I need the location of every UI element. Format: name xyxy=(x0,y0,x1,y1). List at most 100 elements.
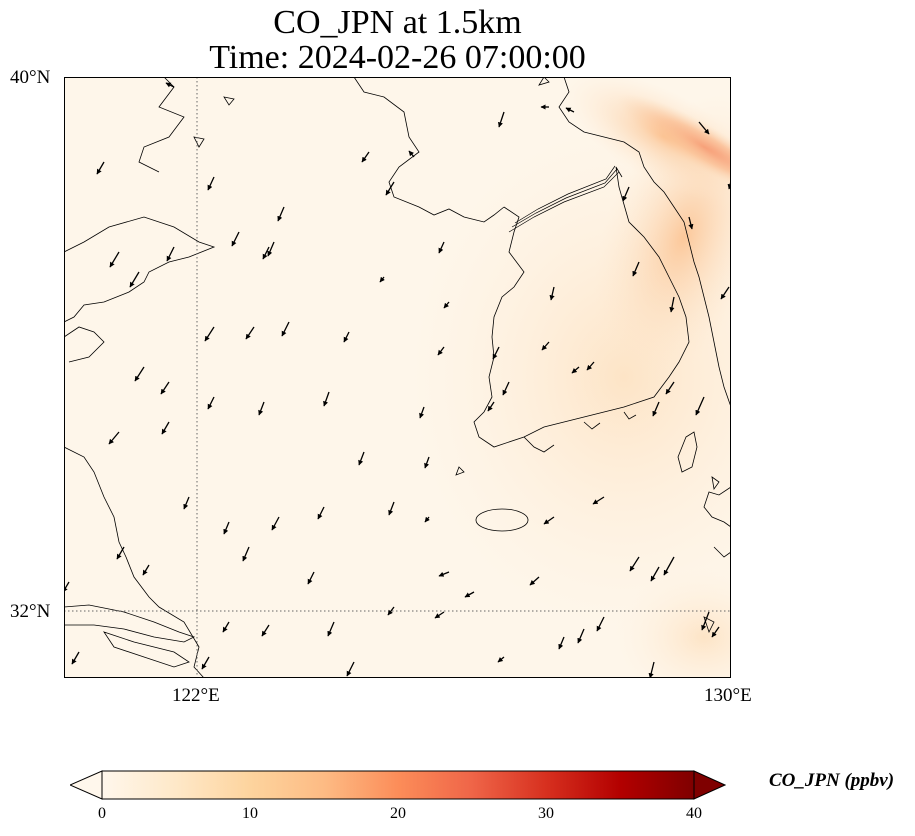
wind-arrow xyxy=(408,150,415,158)
wind-arrow xyxy=(629,556,640,572)
wind-arrow xyxy=(438,241,445,254)
wind-arrow xyxy=(161,421,170,435)
wind-arrow xyxy=(204,326,215,342)
wind-arrow xyxy=(71,651,80,665)
wind-arrow xyxy=(327,621,335,637)
colorbar-tick-20: 20 xyxy=(390,805,406,822)
wind-arrow xyxy=(281,321,290,337)
wind-arrow xyxy=(258,401,265,416)
colorbar-tick-10: 10 xyxy=(242,805,258,822)
border-lines xyxy=(508,165,620,233)
lat-label-40n: 40°N xyxy=(10,67,51,88)
wind-arrow xyxy=(443,301,450,309)
wind-arrow xyxy=(317,506,325,520)
wind-arrow xyxy=(529,576,540,586)
wind-arrow xyxy=(434,611,445,619)
wind-arrow xyxy=(388,501,395,516)
map-panel xyxy=(64,77,731,678)
wind-arrow xyxy=(343,331,350,343)
wind-arrow xyxy=(96,161,105,175)
wind-arrow xyxy=(109,251,120,268)
wind-arrow xyxy=(346,661,355,677)
wind-arrow xyxy=(663,556,675,576)
wind-arrow xyxy=(464,591,475,598)
colorbar xyxy=(70,770,726,800)
colorbar-max-extend xyxy=(693,770,726,800)
wind-arrow xyxy=(277,206,285,222)
wind-arrow xyxy=(183,496,190,510)
wind-arrow xyxy=(424,456,430,469)
wind-arrow xyxy=(222,621,230,633)
wind-arrow xyxy=(632,261,640,277)
wind-arrow xyxy=(711,626,720,638)
wind-arrow xyxy=(165,82,175,88)
wind-arrow xyxy=(64,581,70,593)
wind-arrow xyxy=(116,546,125,560)
wind-arrow xyxy=(701,611,710,631)
wind-arrow xyxy=(698,121,710,135)
wind-arrow xyxy=(543,516,555,525)
wind-arrow xyxy=(592,496,605,505)
wind-arrow xyxy=(648,661,655,678)
wind-arrow xyxy=(549,286,555,301)
colorbar-gradient xyxy=(101,770,695,800)
wind-arrow xyxy=(307,571,315,585)
wind-arrow xyxy=(650,566,660,582)
wind-arrow xyxy=(577,628,585,644)
gridlines xyxy=(64,77,731,678)
wind-arrow xyxy=(323,391,330,407)
colorbar-tick-0: 0 xyxy=(98,805,106,822)
colorbar-min-extend xyxy=(70,770,103,800)
wind-arrow xyxy=(419,406,425,419)
plume-core-outer xyxy=(564,77,731,203)
wind-arrow xyxy=(134,366,145,382)
wind-arrow xyxy=(438,571,450,577)
wind-arrow xyxy=(108,431,120,445)
wind-arrow xyxy=(166,246,175,262)
wind-arrow xyxy=(201,656,210,670)
wind-arrow xyxy=(160,381,170,395)
wind-arrow xyxy=(207,176,215,191)
wind-arrow xyxy=(688,216,694,230)
map-title-line1: CO_JPN at 1.5km xyxy=(273,4,522,41)
coastlines xyxy=(64,77,731,678)
wind-arrow xyxy=(437,346,445,356)
wind-arrow xyxy=(498,111,505,128)
wind-arrow xyxy=(385,181,395,196)
wind-arrow xyxy=(586,361,595,371)
lon-label-130e: 130°E xyxy=(704,685,752,706)
colorbar-tick-40: 40 xyxy=(686,805,702,822)
wind-arrow xyxy=(502,381,510,396)
wind-arrow xyxy=(261,624,270,637)
wind-arrow xyxy=(262,246,270,260)
wind-arrow xyxy=(492,346,500,360)
wind-arrow xyxy=(267,241,275,257)
wind-arrow xyxy=(207,396,215,410)
wind-arrow xyxy=(379,276,385,283)
wind-vectors xyxy=(64,82,731,678)
lat-label-32n: 32°N xyxy=(10,601,51,622)
wind-arrow xyxy=(231,231,240,247)
wind-arrow xyxy=(669,296,675,313)
wind-arrow xyxy=(541,341,550,351)
wind-arrow xyxy=(361,151,370,163)
wind-arrow xyxy=(487,401,495,412)
map-title-line2: Time: 2024-02-26 07:00:00 xyxy=(209,39,586,76)
wind-arrow xyxy=(424,516,430,523)
wind-arrow xyxy=(665,381,675,395)
colorbar-label: CO_JPN (ppbv) xyxy=(769,770,895,791)
wind-arrow xyxy=(571,366,580,374)
wind-arrow xyxy=(387,606,395,616)
wind-arrow xyxy=(242,546,250,562)
wind-arrow xyxy=(129,271,140,288)
colorbar-tick-30: 30 xyxy=(538,805,554,822)
wind-arrow xyxy=(720,286,730,300)
wind-arrow xyxy=(558,636,565,650)
wind-arrow xyxy=(652,401,660,417)
wind-arrow xyxy=(358,451,365,466)
wind-arrow xyxy=(596,616,605,632)
lon-label-122e: 122°E xyxy=(172,685,220,706)
wind-arrow xyxy=(223,521,230,535)
wind-arrow xyxy=(142,564,150,576)
wind-arrow xyxy=(565,107,575,113)
